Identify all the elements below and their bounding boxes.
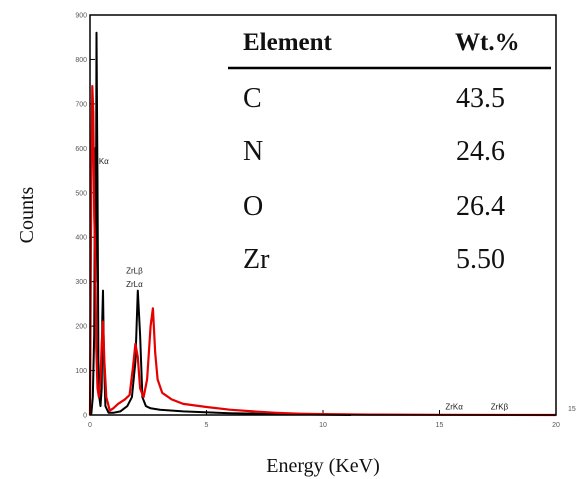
x-tick-label: 0	[88, 422, 92, 429]
table-header-wt: Wt.%	[455, 29, 520, 56]
x-tick-label: 5	[205, 422, 209, 429]
y-tick-label: 200	[75, 324, 87, 331]
y-tick-label: 700	[75, 101, 87, 108]
y-tick-label: 800	[75, 57, 87, 64]
peak-label: ZrLβ	[126, 267, 143, 276]
peak-label: ZrKα	[445, 403, 463, 412]
table-row-element: Zr	[243, 244, 270, 275]
y-axis-title: Counts	[16, 186, 38, 243]
y-tick-label: 400	[75, 235, 87, 242]
x-tick-label: 20	[552, 422, 560, 429]
y-tick-label: 900	[75, 13, 87, 20]
peak-label: Kα	[99, 157, 109, 166]
table-row-element: C	[243, 83, 262, 114]
peak-label: ZrKβ	[491, 403, 509, 412]
x-axis-title: Energy (KeV)	[266, 455, 379, 477]
peak-label: ZrLα	[126, 280, 143, 289]
table-header-element: Element	[243, 29, 333, 56]
plot-frame	[89, 14, 557, 416]
y-tick-label: 300	[75, 279, 87, 286]
y-tick-label: 600	[75, 146, 87, 153]
series-line	[90, 31, 352, 416]
table-row-element: N	[243, 136, 263, 167]
y-tick-label: 100	[75, 368, 87, 375]
y-tick-label: 500	[75, 190, 87, 197]
table-row-value: 26.4	[456, 191, 505, 222]
series-line	[88, 85, 557, 417]
x-tick-label: 15	[436, 422, 444, 429]
y-tick-label: 0	[83, 413, 87, 420]
table-row-value: 24.6	[456, 136, 505, 167]
table-row-value: 5.50	[456, 244, 505, 275]
x-extra-label: 15	[568, 406, 576, 413]
x-tick-label: 10	[319, 422, 327, 429]
table-row-value: 43.5	[456, 83, 505, 114]
series-layer	[88, 31, 557, 417]
peak-label-layer: Kα ZrLβ ZrLα ZrKα ZrKβ	[99, 157, 509, 412]
element-table: Element Wt.% C 43.5 N 24.6 O 26.4 Zr 5.5…	[228, 29, 551, 275]
table-row-element: O	[243, 191, 263, 222]
